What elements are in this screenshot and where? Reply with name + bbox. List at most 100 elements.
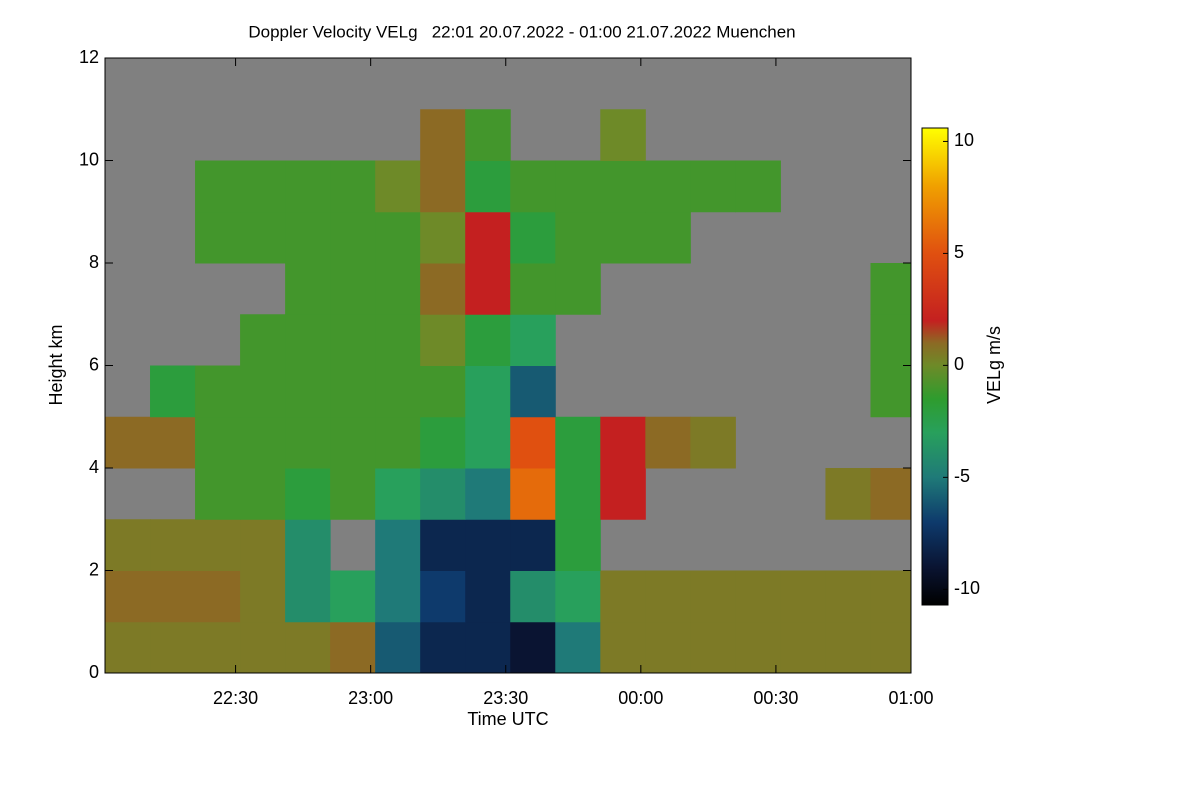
heat-cell: [330, 468, 376, 520]
x-tick-label: 23:00: [348, 688, 393, 708]
heat-cell: [195, 570, 241, 623]
heat-cell: [240, 365, 286, 418]
chart-title: Doppler Velocity VELg 22:01 20.07.2022 -…: [248, 22, 795, 41]
heat-cell: [870, 314, 912, 366]
heat-cell: [420, 519, 466, 571]
heat-cell: [465, 519, 511, 571]
colorbar: [921, 127, 949, 606]
heat-cell: [825, 468, 871, 520]
heat-cell: [510, 160, 556, 213]
heat-cell: [465, 211, 511, 264]
heat-cell: [420, 160, 466, 213]
heat-cell: [150, 416, 196, 469]
heat-cell: [510, 314, 556, 366]
heat-cell: [420, 263, 466, 315]
colorbar-tick-label: 5: [954, 242, 964, 262]
heat-cell: [420, 416, 466, 469]
heat-cell: [285, 365, 331, 418]
heat-cell: [420, 314, 466, 366]
heat-cell: [465, 468, 511, 520]
y-tick-label: 2: [89, 559, 99, 579]
heat-cell: [420, 468, 466, 520]
heat-cell: [240, 211, 286, 264]
heat-cell: [375, 160, 421, 213]
heat-cell: [420, 621, 466, 674]
y-axis-label: Height km: [46, 324, 66, 405]
heat-cell: [600, 570, 646, 623]
heat-cell: [555, 416, 601, 469]
heat-cell: [240, 314, 286, 366]
heat-cell: [195, 211, 241, 264]
heat-cell: [555, 160, 601, 213]
heat-cell: [285, 621, 331, 674]
heat-cell: [690, 621, 736, 674]
heat-cell: [150, 621, 196, 674]
heat-cell: [555, 570, 601, 623]
heat-cell: [330, 570, 376, 623]
heat-cell: [240, 468, 286, 520]
heat-cell: [600, 160, 646, 213]
heat-cell: [240, 519, 286, 571]
heat-cell: [555, 468, 601, 520]
heat-cell: [150, 570, 196, 623]
colorbar-tick-label: -10: [954, 578, 980, 598]
heat-cell: [240, 160, 286, 213]
heat-cell: [465, 160, 511, 213]
heat-cell: [645, 416, 691, 469]
heat-cell: [870, 621, 912, 674]
heat-cell: [645, 621, 691, 674]
heat-cell: [375, 365, 421, 418]
heat-cell: [510, 621, 556, 674]
heat-cell: [600, 621, 646, 674]
heat-cell: [735, 160, 781, 213]
heat-cell: [375, 211, 421, 264]
heat-cell: [420, 109, 466, 161]
heat-cell: [600, 416, 646, 469]
colorbar-label: VELg m/s: [984, 326, 1004, 404]
heat-cell: [105, 416, 151, 469]
y-tick-label: 6: [89, 354, 99, 374]
heat-cell: [105, 519, 151, 571]
heat-cell: [465, 314, 511, 366]
heat-cell: [195, 621, 241, 674]
heat-cell: [645, 211, 691, 264]
heat-cell: [780, 570, 826, 623]
x-tick-label: 01:00: [888, 688, 933, 708]
heat-cell: [285, 314, 331, 366]
heat-cell: [240, 416, 286, 469]
heat-cell: [285, 416, 331, 469]
heat-cell: [330, 314, 376, 366]
heat-cell: [870, 570, 912, 623]
heat-cell: [555, 621, 601, 674]
heat-cell: [555, 519, 601, 571]
heat-cell: [600, 211, 646, 264]
heat-cell: [420, 570, 466, 623]
heat-cell: [240, 570, 286, 623]
heat-cell: [465, 109, 511, 161]
heat-cell: [465, 416, 511, 469]
heat-cell: [375, 621, 421, 674]
heat-cell: [555, 211, 601, 264]
heat-cell: [375, 468, 421, 520]
y-tick-label: 8: [89, 252, 99, 272]
heat-cell: [195, 519, 241, 571]
heat-cell: [195, 416, 241, 469]
heat-cell: [600, 109, 646, 161]
heat-cell: [825, 570, 871, 623]
heat-cell: [465, 621, 511, 674]
plot-area: [105, 58, 912, 674]
heat-cell: [375, 314, 421, 366]
heat-cell: [735, 621, 781, 674]
heat-cell: [510, 570, 556, 623]
heat-cell: [600, 468, 646, 520]
heat-cell: [510, 519, 556, 571]
heat-cell: [555, 263, 601, 315]
heat-cell: [690, 570, 736, 623]
y-tick-label: 12: [79, 47, 99, 67]
heat-cell: [330, 263, 376, 315]
heat-cell: [285, 263, 331, 315]
heat-cell: [330, 160, 376, 213]
heat-cell: [690, 416, 736, 469]
heat-cell: [375, 263, 421, 315]
